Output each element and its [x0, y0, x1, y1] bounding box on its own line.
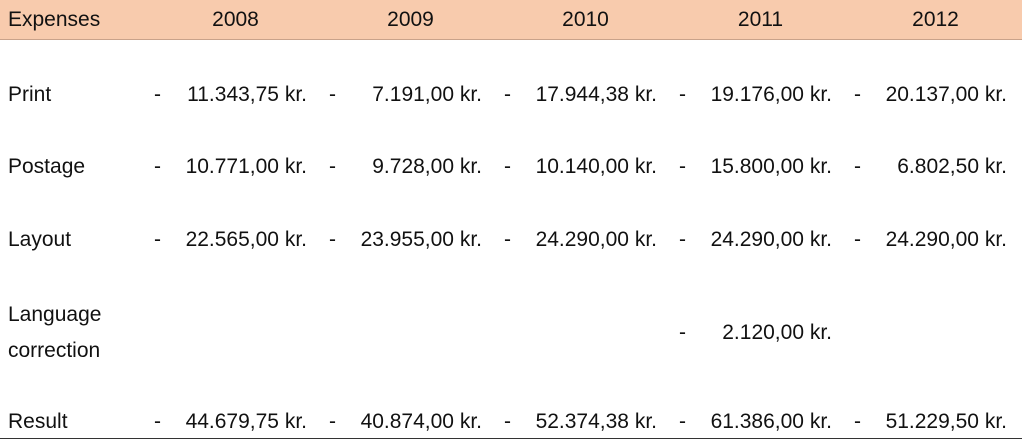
row-label: Postage — [8, 155, 86, 178]
sign: - — [329, 83, 336, 106]
amount-cell: - 24.290,00 kr. — [673, 222, 848, 258]
amount: 24.290,00 kr. — [710, 228, 832, 251]
amount: 7.191,00 kr. — [372, 83, 482, 106]
amount-cell: - 24.290,00 kr. — [848, 222, 1023, 258]
amount: 51.229,50 kr. — [885, 410, 1007, 433]
sign: - — [679, 228, 686, 251]
amount: 23.955,00 kr. — [360, 228, 482, 251]
sign: - — [504, 228, 511, 251]
row-label: Print — [8, 83, 52, 106]
amount-cell: - 10.771,00 kr. — [148, 149, 323, 185]
amount: 61.386,00 kr. — [710, 410, 832, 433]
amount: 52.374,38 kr. — [535, 410, 657, 433]
amount: 22.565,00 kr. — [185, 228, 307, 251]
amount-cell: - 20.137,00 kr. — [848, 77, 1023, 113]
amount-cell: - 19.176,00 kr. — [673, 77, 848, 113]
amount: 44.679,75 kr. — [185, 410, 307, 433]
sign: - — [329, 155, 336, 178]
sign: - — [854, 83, 861, 106]
sign: - — [854, 228, 861, 251]
amount: 19.176,00 kr. — [710, 83, 832, 106]
year-header: 2008 — [212, 8, 259, 31]
header-background — [0, 0, 1022, 40]
row-label: Layout — [8, 228, 72, 251]
sign: - — [679, 83, 686, 106]
amount-cell: - 2.120,00 kr. — [673, 315, 848, 351]
header-label: Expenses — [8, 8, 101, 31]
year-header: 2012 — [912, 8, 959, 31]
amount-cell: - 11.343,75 kr. — [148, 77, 323, 113]
amount: 6.802,50 kr. — [897, 155, 1007, 178]
amount: 40.874,00 kr. — [360, 410, 482, 433]
sign: - — [679, 321, 686, 344]
amount-cell: - 24.290,00 kr. — [498, 222, 673, 258]
amount: 10.771,00 kr. — [185, 155, 307, 178]
sign: - — [504, 83, 511, 106]
amount-cell: - 10.140,00 kr. — [498, 149, 673, 185]
sign: - — [329, 228, 336, 251]
amount-cell: - 52.374,38 kr. — [498, 404, 673, 440]
amount-cell: - 61.386,00 kr. — [673, 404, 848, 440]
amount-cell: - 51.229,50 kr. — [848, 404, 1023, 440]
amount: 2.120,00 kr. — [722, 321, 832, 344]
amount: 24.290,00 kr. — [535, 228, 657, 251]
sign: - — [679, 410, 686, 433]
amount-cell: - 23.955,00 kr. — [323, 222, 498, 258]
year-header: 2011 — [737, 8, 784, 31]
amount: 20.137,00 kr. — [885, 83, 1007, 106]
sign: - — [154, 83, 161, 106]
sign: - — [504, 410, 511, 433]
amount-cell: - 40.874,00 kr. — [323, 404, 498, 440]
amount-cell: - 17.944,38 kr. — [498, 77, 673, 113]
bottom-border — [0, 438, 1022, 439]
row-label: Result — [8, 410, 68, 433]
amount: 24.290,00 kr. — [885, 228, 1007, 251]
sign: - — [154, 155, 161, 178]
sign: - — [854, 410, 861, 433]
amount-cell: - 6.802,50 kr. — [848, 149, 1023, 185]
amount: 17.944,38 kr. — [535, 83, 657, 106]
sign: - — [329, 410, 336, 433]
sign: - — [679, 155, 686, 178]
amount: 10.140,00 kr. — [535, 155, 657, 178]
sign: - — [154, 228, 161, 251]
amount: 11.343,75 kr. — [187, 83, 307, 106]
year-header: 2010 — [562, 8, 609, 31]
amount: 9.728,00 kr. — [372, 155, 482, 178]
amount-cell: - 9.728,00 kr. — [323, 149, 498, 185]
sign: - — [854, 155, 861, 178]
amount-cell: - 15.800,00 kr. — [673, 149, 848, 185]
sign: - — [504, 155, 511, 178]
sign: - — [154, 410, 161, 433]
year-header: 2009 — [387, 8, 434, 31]
amount: 15.800,00 kr. — [710, 155, 832, 178]
amount-cell: - 44.679,75 kr. — [148, 404, 323, 440]
row-label: Language correction — [8, 303, 102, 362]
amount-cell: - 22.565,00 kr. — [148, 222, 323, 258]
amount-cell: - 7.191,00 kr. — [323, 77, 498, 113]
